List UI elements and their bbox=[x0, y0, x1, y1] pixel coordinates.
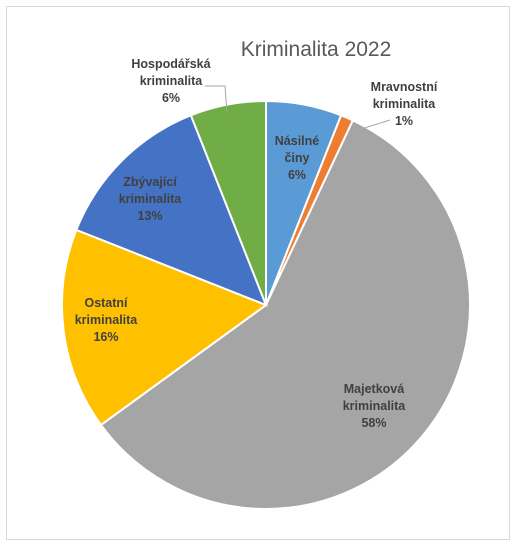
chart-title: Kriminalita 2022 bbox=[241, 38, 392, 61]
slice-label-line: Majetková bbox=[344, 382, 404, 396]
pie-slice-4 bbox=[61, 228, 269, 427]
slice-label-5: Zbývající kriminalita 13% bbox=[119, 175, 183, 223]
slice-label-line: 6% bbox=[288, 168, 306, 182]
leader-lines bbox=[205, 85, 391, 132]
pie-slice-3 bbox=[99, 119, 471, 510]
slice-label-line: kriminalita bbox=[343, 399, 407, 413]
slice-label-6: Hospodářská kriminalita 6% bbox=[131, 57, 210, 105]
slice-label-line: 16% bbox=[93, 330, 118, 344]
pie-slices bbox=[61, 99, 471, 510]
leader-line-6 bbox=[205, 85, 228, 114]
slice-label-line: kriminalita bbox=[75, 313, 139, 327]
leader-line-2 bbox=[354, 119, 391, 132]
slice-label-line: kriminalita bbox=[119, 192, 183, 206]
slice-label-4: Ostatní kriminalita 16% bbox=[75, 296, 139, 344]
slice-label-line: Násilné bbox=[275, 134, 320, 148]
slice-label-line: kriminalita bbox=[140, 74, 204, 88]
slice-label-line: Zbývající bbox=[123, 175, 177, 189]
slice-label-line: Mravnostní bbox=[371, 80, 438, 94]
pie-slice-6 bbox=[189, 99, 267, 306]
slice-label-3: Majetková kriminalita 58% bbox=[343, 382, 407, 430]
slice-label-line: 1% bbox=[395, 114, 413, 128]
slice-label-line: Ostatní bbox=[84, 296, 128, 310]
pie-slice-5 bbox=[75, 114, 268, 307]
slice-label-line: 58% bbox=[361, 416, 386, 430]
slice-label-2: Mravnostní kriminalita 1% bbox=[371, 80, 438, 128]
slice-label-line: činy bbox=[284, 151, 309, 165]
slice-label-line: 13% bbox=[137, 209, 162, 223]
slice-label-line: kriminalita bbox=[373, 97, 437, 111]
slice-label-line: 6% bbox=[162, 91, 180, 105]
slice-labels: Násilné činy 6% Mravnostní kriminalita 1% Maje… bbox=[75, 57, 438, 430]
slice-label-line: Hospodářská bbox=[131, 57, 210, 71]
slice-label-1: Násilné činy 6% bbox=[275, 134, 320, 182]
